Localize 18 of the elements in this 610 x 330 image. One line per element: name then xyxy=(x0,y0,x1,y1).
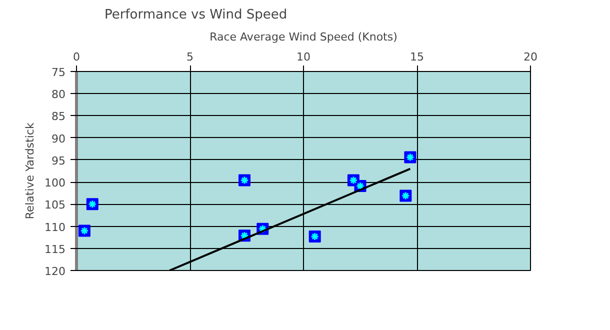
y-tick-label: 115 xyxy=(44,242,66,256)
x-axis-title: Race Average Wind Speed (Knots) xyxy=(210,30,398,44)
y-tick-label: 95 xyxy=(52,154,66,168)
y-tick-label: 100 xyxy=(44,176,66,190)
x-tick-label: 15 xyxy=(410,50,424,64)
y-tick-label: 110 xyxy=(44,220,66,234)
y-tick-label: 120 xyxy=(44,265,66,278)
chart-title: Performance vs Wind Speed xyxy=(104,8,288,22)
y-tick-label: 80 xyxy=(52,88,66,102)
x-tick-label: 10 xyxy=(296,50,310,64)
x-tick-label: 0 xyxy=(73,50,80,64)
y-tick-label: 105 xyxy=(44,198,66,212)
y-tick-label: 90 xyxy=(52,132,66,146)
y-axis-title: Relative Yardstick xyxy=(24,122,37,220)
x-tick-label: 20 xyxy=(524,50,538,64)
x-tick-label: 5 xyxy=(186,50,194,64)
y-tick-label: 75 xyxy=(52,66,66,79)
y-tick-label: 85 xyxy=(52,110,66,124)
